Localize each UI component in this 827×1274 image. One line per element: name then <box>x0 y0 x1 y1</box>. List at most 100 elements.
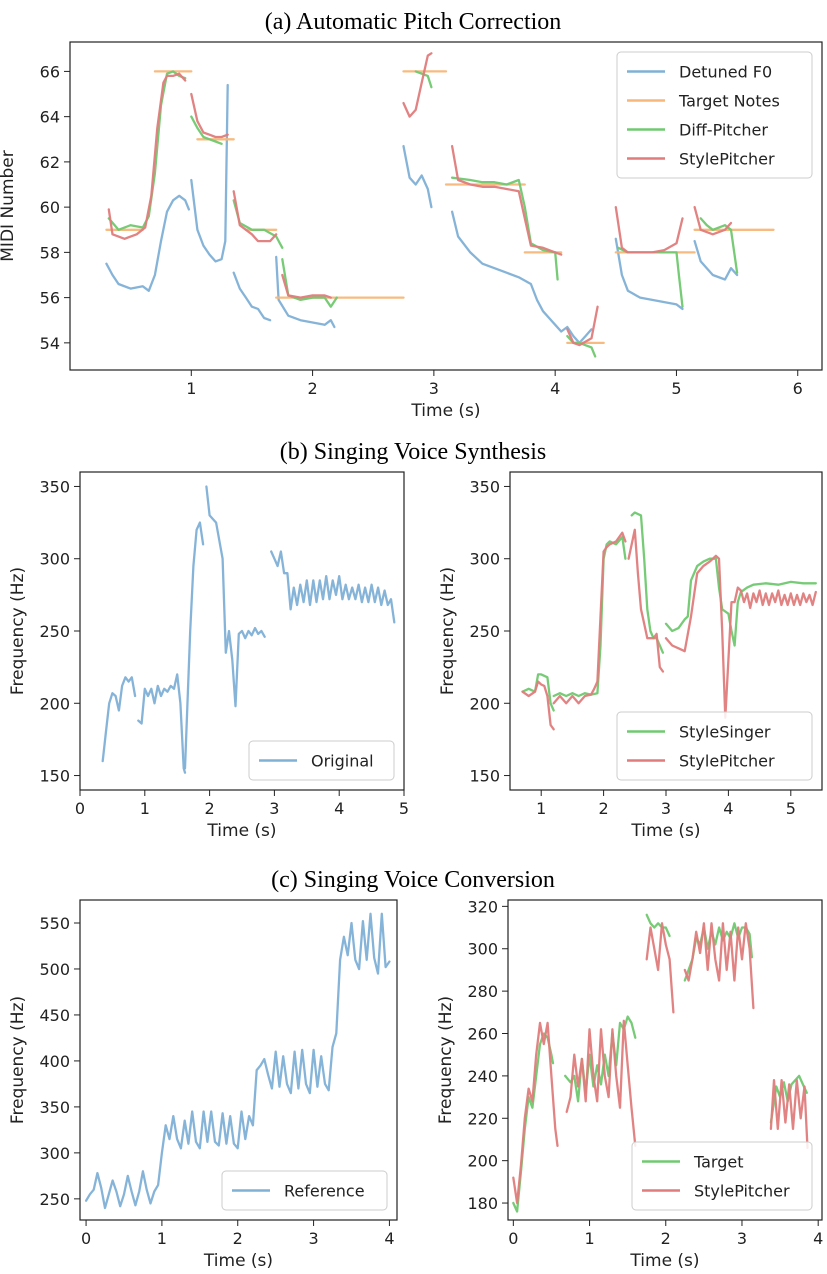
y-tick-label: 54 <box>40 334 60 353</box>
plot-svs-comparison: 1 2 3 4 5 150 200 250 300 350 Time (s) Frequency (H… <box>438 471 823 841</box>
series-line <box>232 190 278 243</box>
legend-label: Detuned F0 <box>679 63 772 82</box>
plot-frame <box>507 899 823 1221</box>
series-line <box>630 511 665 654</box>
series-line <box>769 1078 809 1150</box>
series-stylesinger <box>521 511 817 712</box>
series-detuned-f0 <box>105 83 739 345</box>
series-line <box>281 273 332 299</box>
x-tick-label: 3 <box>429 379 439 398</box>
series-line <box>645 913 671 938</box>
legend: Original <box>248 740 395 781</box>
y-tick-label: 500 <box>39 960 70 979</box>
x-axis-label: Time (s) <box>203 1251 273 1271</box>
series-line <box>101 676 137 763</box>
series-line <box>107 72 187 240</box>
plot-frame <box>79 471 405 791</box>
y-tick-label: 200 <box>39 694 70 713</box>
legend-box <box>631 1141 813 1211</box>
y-tick-label: 400 <box>39 1052 70 1071</box>
series-line <box>699 217 739 274</box>
legend: StyleSinger StylePitcher <box>616 711 813 781</box>
legend-box <box>616 51 813 179</box>
y-tick-label: 300 <box>39 1144 70 1163</box>
y-tick-label: 150 <box>469 767 500 786</box>
y-tick-label: 550 <box>39 914 70 933</box>
series-line <box>565 1019 637 1147</box>
y-tick-label: 280 <box>467 982 498 1001</box>
legend: Detuned F0 Target Notes Diff-Pitcher StyleP… <box>616 51 813 179</box>
x-tick-label: 2 <box>205 799 215 818</box>
plot-svc-comparison: 0 1 2 3 4 180 200 220 240 260 280 300 320 Time (s) Fre… <box>436 897 823 1271</box>
legend-label: StylePitcher <box>679 150 775 169</box>
x-tick-label: 4 <box>384 1229 394 1248</box>
y-axis-label: MIDI Number <box>0 150 18 261</box>
x-tick-label: 2 <box>599 799 609 818</box>
series-line <box>664 554 817 719</box>
y-tick-label: 200 <box>469 694 500 713</box>
x-tick-label: 0 <box>81 1229 91 1248</box>
x-tick-label: 4 <box>550 379 560 398</box>
series-line <box>84 912 391 1210</box>
y-tick-label: 220 <box>467 1109 498 1128</box>
y-tick-label: 64 <box>40 108 60 127</box>
x-tick-label: 5 <box>399 799 409 818</box>
legend: Reference <box>221 1170 388 1211</box>
series-line <box>107 70 187 231</box>
series-line <box>190 92 229 139</box>
legend-box <box>616 711 813 781</box>
legend-label: Target Notes <box>678 92 780 111</box>
series-line <box>190 115 223 145</box>
x-axis-label: Time (s) <box>410 401 480 421</box>
x-tick-label: 0 <box>75 799 85 818</box>
series-line <box>627 528 665 673</box>
y-axis-label: Frequency (Hz) <box>438 567 458 695</box>
series-line <box>270 550 396 624</box>
y-tick-label: 320 <box>467 897 498 916</box>
x-tick-label: 1 <box>584 1229 594 1248</box>
legend-label: Reference <box>284 1182 365 1201</box>
y-axis-label: Frequency (Hz) <box>436 996 456 1124</box>
x-axis-label: Time (s) <box>206 821 276 841</box>
series-line <box>105 194 191 292</box>
y-tick-label: 58 <box>40 243 60 262</box>
legend-label: Target <box>693 1153 744 1172</box>
series-reference <box>84 912 391 1210</box>
y-tick-label: 60 <box>40 198 60 217</box>
x-tick-label: 4 <box>813 1229 823 1248</box>
x-tick-label: 5 <box>786 799 796 818</box>
series-stylepitcher <box>107 52 733 347</box>
y-tick-label: 66 <box>40 62 60 81</box>
series-line <box>205 485 266 708</box>
series-line <box>617 246 684 308</box>
series-line <box>183 521 205 770</box>
title-c: (c) Singing Voice Conversion <box>271 867 555 893</box>
x-tick-label: 1 <box>186 379 196 398</box>
series-line <box>190 83 229 263</box>
plot-frame <box>509 471 823 791</box>
series-line <box>512 1021 559 1205</box>
y-tick-label: 450 <box>39 1006 70 1025</box>
y-tick-label: 350 <box>39 1098 70 1117</box>
y-tick-label: 62 <box>40 153 60 172</box>
series-line <box>450 144 563 256</box>
series-line <box>614 237 684 311</box>
series-line <box>693 205 733 236</box>
x-tick-label: 4 <box>723 799 733 818</box>
plot-frame <box>79 899 398 1221</box>
y-tick-label: 150 <box>39 767 70 786</box>
series-line <box>552 531 627 705</box>
series-line <box>414 70 433 89</box>
legend: Target StylePitcher <box>631 1141 813 1211</box>
legend-label: StylePitcher <box>679 752 775 771</box>
legend-label: StylePitcher <box>694 1182 790 1201</box>
x-tick-label: 3 <box>737 1229 747 1248</box>
title-b: (b) Singing Voice Synthesis <box>280 439 546 465</box>
x-tick-label: 5 <box>671 379 681 398</box>
y-tick-label: 56 <box>40 289 60 308</box>
y-tick-label: 250 <box>39 622 70 641</box>
x-tick-label: 1 <box>536 799 546 818</box>
series-line <box>683 922 755 1010</box>
